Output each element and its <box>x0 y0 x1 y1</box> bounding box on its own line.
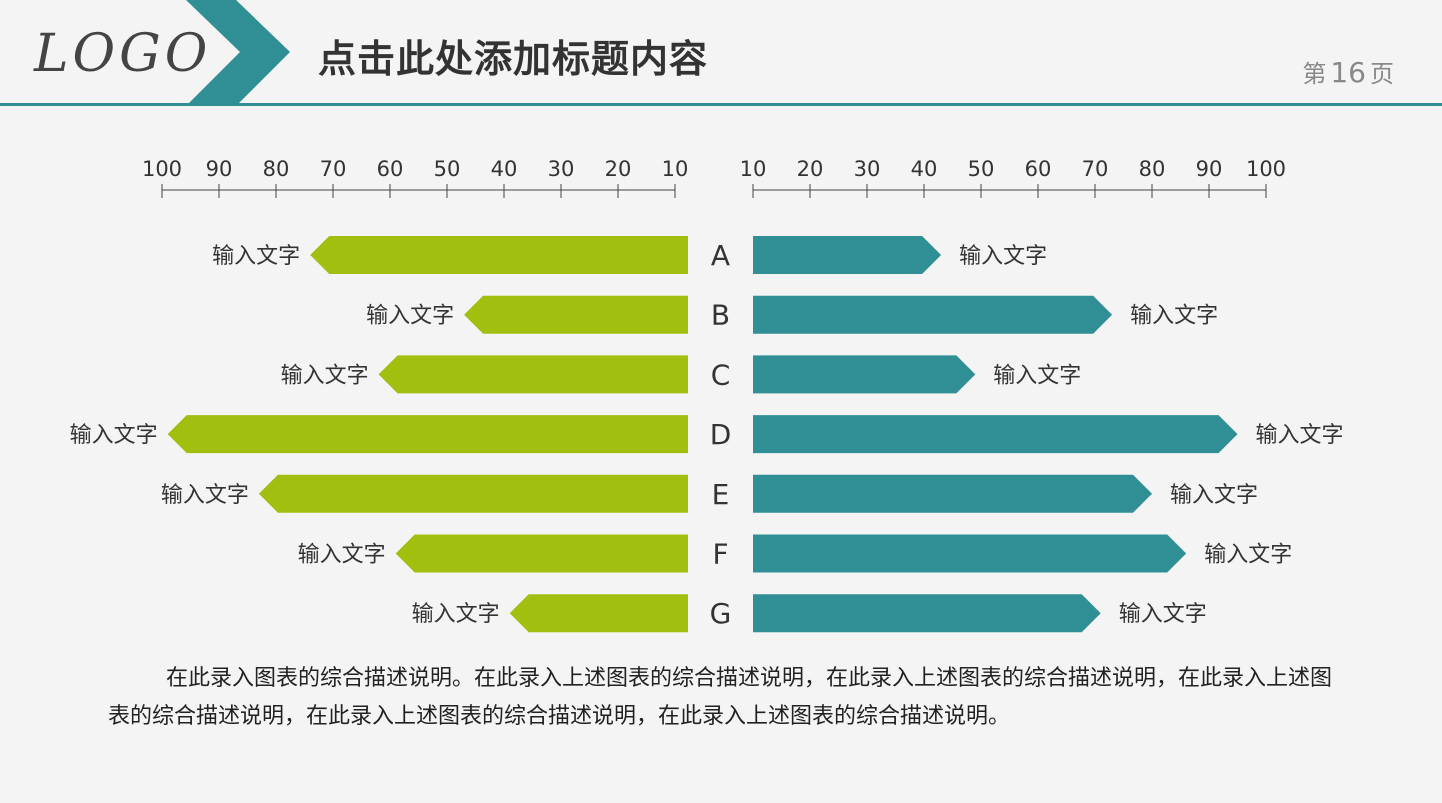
page-number-value: 16 <box>1330 56 1366 89</box>
left-bar-label: 输入文字 <box>161 483 249 508</box>
left-bar <box>167 415 688 454</box>
left-axis-tick-label: 60 <box>377 157 404 181</box>
category-label: D <box>710 418 732 451</box>
left-bar-label: 输入文字 <box>212 244 300 269</box>
page-suffix: 页 <box>1370 60 1394 88</box>
right-bar-label: 输入文字 <box>993 363 1081 388</box>
left-axis-tick-label: 70 <box>320 157 347 181</box>
chevron-arrow-icon <box>186 0 290 106</box>
right-bar-label: 输入文字 <box>1256 423 1344 448</box>
right-bar <box>753 594 1101 633</box>
left-bar <box>258 474 688 513</box>
butterfly-bar-chart: 100 90 80 70 60 50 40 30 20 10 10 20 30 40 50 60 70 80 90 1… <box>70 157 1344 633</box>
left-bar-label: 输入文字 <box>298 543 386 568</box>
category-label: B <box>711 299 730 332</box>
left-axis-tick-label: 80 <box>263 157 290 181</box>
page-prefix: 第 <box>1302 60 1327 88</box>
page-title: 点击此处添加标题内容 <box>318 37 709 81</box>
category-label: F <box>712 538 728 571</box>
category-label: C <box>711 358 731 391</box>
right-axis-tick-label: 30 <box>854 157 881 181</box>
left-axis-tick-label: 30 <box>548 157 575 181</box>
right-bar-label: 输入文字 <box>1119 602 1207 627</box>
category-label: A <box>711 239 730 272</box>
right-axis-tick-label: 60 <box>1025 157 1052 181</box>
left-bar <box>378 355 688 394</box>
left-axis-tick-label: 20 <box>605 157 632 181</box>
left-axis-tick-label: 10 <box>662 157 689 181</box>
right-axis-tick-label: 40 <box>911 157 938 181</box>
right-bar <box>753 474 1152 513</box>
right-bar <box>753 534 1187 573</box>
right-bar-label: 输入文字 <box>1204 543 1292 568</box>
left-axis-tick-label: 40 <box>491 157 518 181</box>
left-bar-label: 输入文字 <box>70 423 158 448</box>
right-bar-label: 输入文字 <box>959 244 1047 269</box>
left-bar-label: 输入文字 <box>281 363 369 388</box>
left-axis-tick-label: 50 <box>434 157 461 181</box>
right-axis-tick-label: 90 <box>1196 157 1223 181</box>
header-divider <box>0 103 1442 106</box>
left-bar <box>310 236 688 274</box>
right-bar <box>753 295 1113 334</box>
category-label: E <box>712 478 730 511</box>
header: LOGO 点击此处添加标题内容 第 16 页 <box>0 0 1442 106</box>
category-label: G <box>710 597 732 630</box>
left-axis-tick-label: 100 <box>142 157 182 181</box>
right-axis-tick-label: 100 <box>1246 157 1286 181</box>
right-axis-tick-label: 10 <box>740 157 767 181</box>
logo: LOGO <box>34 24 212 84</box>
left-bar-label: 输入文字 <box>366 304 454 329</box>
chart-description: 在此录入图表的综合描述说明。在此录入上述图表的综合描述说明，在此录入上述图表的综… <box>108 666 1333 729</box>
right-bar <box>753 415 1238 454</box>
right-axis-tick-label: 80 <box>1139 157 1166 181</box>
left-axis-tick-label: 90 <box>206 157 233 181</box>
right-bar <box>753 355 976 394</box>
left-bar-label: 输入文字 <box>412 602 500 627</box>
right-axis-tick-label: 20 <box>797 157 824 181</box>
right-bar-label: 输入文字 <box>1130 304 1218 329</box>
right-axis-tick-label: 50 <box>968 157 995 181</box>
page-number: 第 16 页 <box>1302 54 1394 89</box>
left-bar <box>395 534 688 573</box>
right-bar <box>753 236 942 274</box>
left-bar <box>509 594 688 633</box>
left-bar <box>464 295 688 334</box>
right-axis-tick-label: 70 <box>1082 157 1109 181</box>
right-bar-label: 输入文字 <box>1170 483 1258 508</box>
